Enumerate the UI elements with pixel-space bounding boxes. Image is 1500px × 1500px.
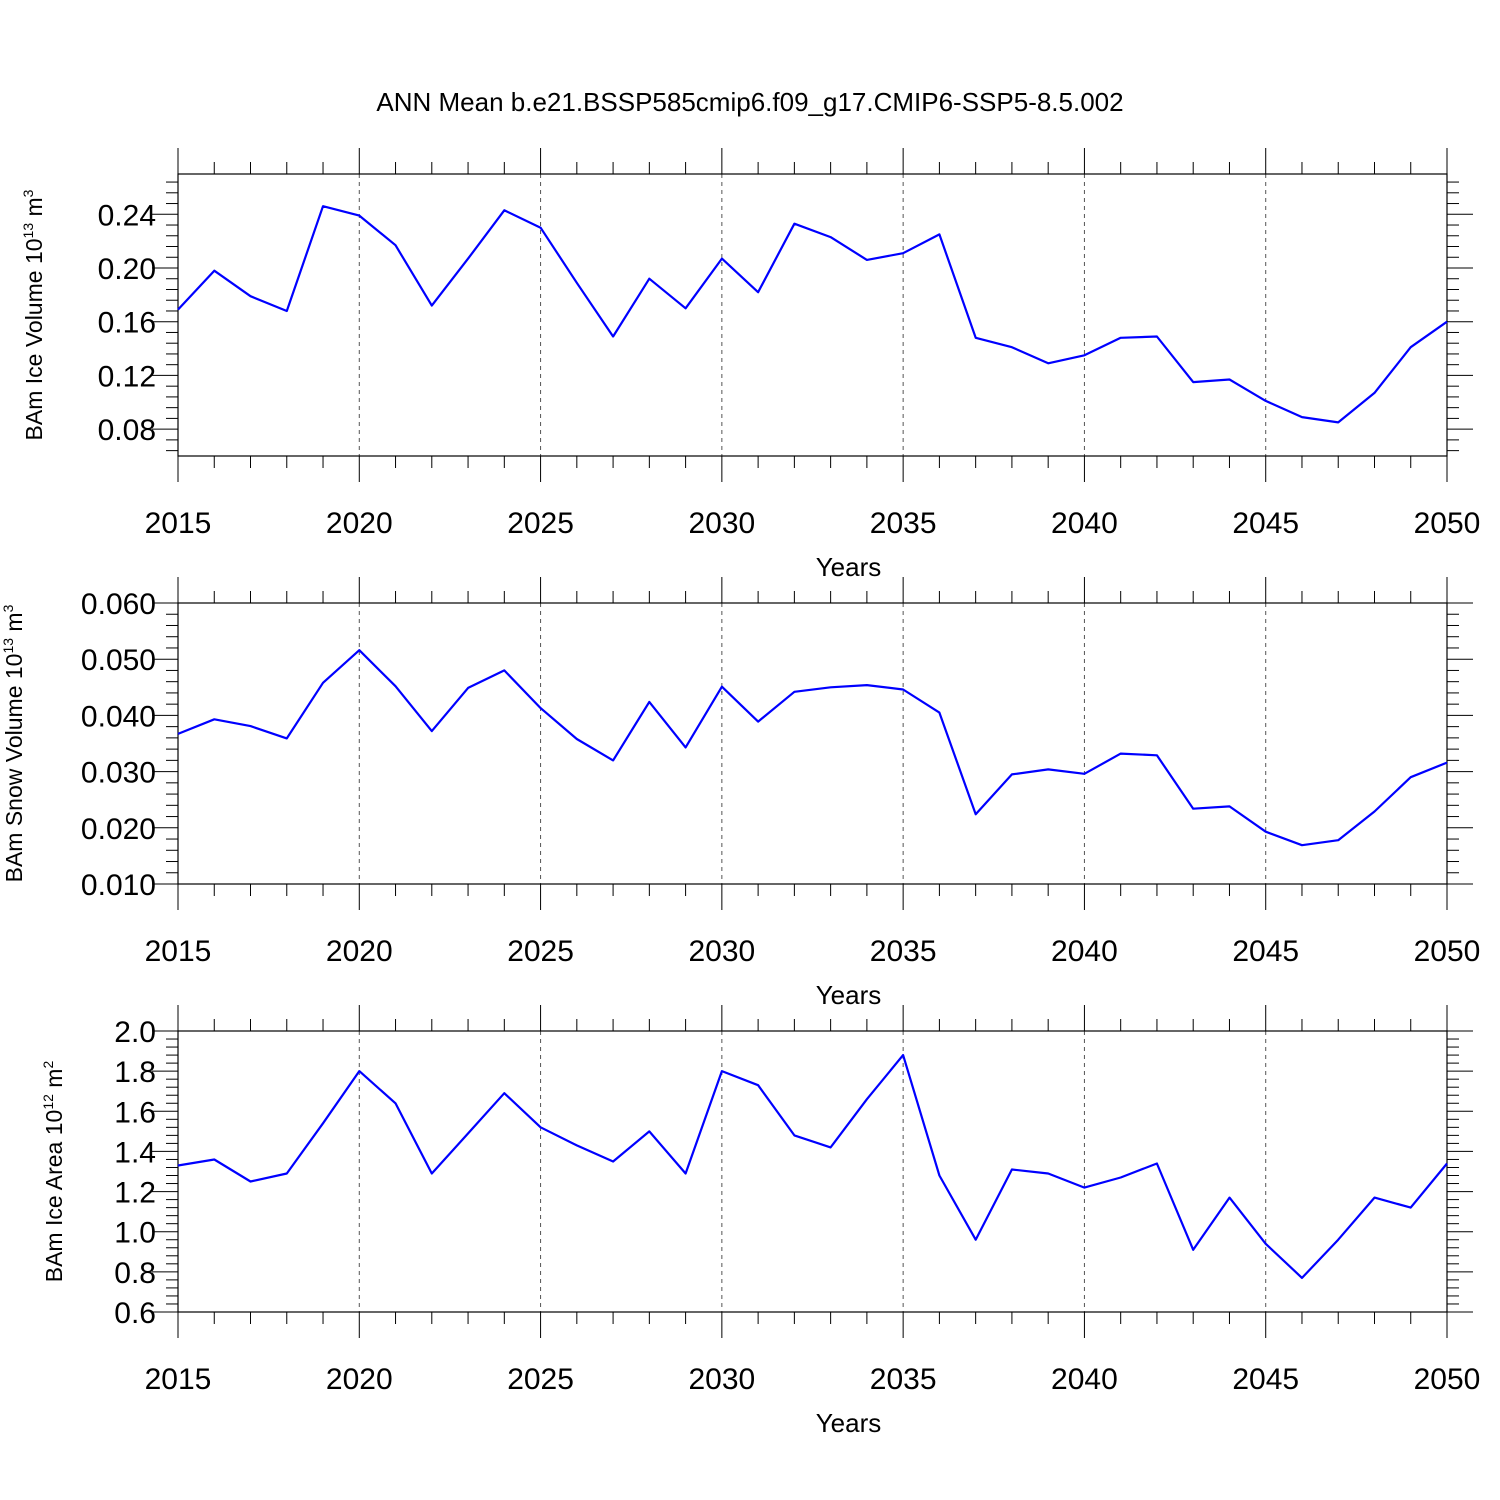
x-tick-label: 2040 xyxy=(1051,935,1118,968)
x-tick-label: 2030 xyxy=(688,1363,755,1396)
y-axis-label: BAm Ice Volume 1013 m3 xyxy=(20,189,47,440)
series-line xyxy=(177,1053,1448,1280)
y-axis-label: BAm Snow Volume 1013 m3 xyxy=(0,604,27,882)
panel-1: 0.08 0.12 0.16 0.20 0.24 2015 2020 2025 2030 2035… xyxy=(20,148,1480,582)
y-tick-label: 1.2 xyxy=(114,1177,156,1210)
y-tick-label: 0.020 xyxy=(81,813,156,846)
y-tick-label: 0.6 xyxy=(114,1297,156,1330)
y-tick-label: 1.4 xyxy=(114,1136,156,1169)
series-line xyxy=(177,205,1448,424)
x-tick-label: 2025 xyxy=(507,507,574,540)
y-tick-label: 1.6 xyxy=(114,1096,156,1129)
x-axis-label: Years xyxy=(816,552,882,582)
y-tick-label: 0.12 xyxy=(98,360,156,393)
x-tick-label: 2015 xyxy=(145,935,212,968)
x-tick-label: 2020 xyxy=(326,1363,393,1396)
plot-frame xyxy=(177,1030,1448,1313)
x-tick-label: 2015 xyxy=(145,1363,212,1396)
x-tick-label: 2020 xyxy=(326,935,393,968)
y-axis-label-text: BAm Ice Volume 10 xyxy=(21,238,47,440)
series-line xyxy=(177,649,1448,847)
y-tick-label: 1.8 xyxy=(114,1056,156,1089)
y-tick-label: 0.040 xyxy=(81,700,156,733)
x-tick-label: 2045 xyxy=(1232,507,1299,540)
y-tick-label: 0.8 xyxy=(114,1257,156,1290)
y-axis-label-superscript: 2 xyxy=(40,1061,56,1069)
y-tick-label: 0.060 xyxy=(81,588,156,621)
x-tick-label: 2045 xyxy=(1232,1363,1299,1396)
y-axis-label: BAm Ice Area 1012 m2 xyxy=(40,1061,67,1283)
y-axis-label-text: BAm Snow Volume 10 xyxy=(1,654,27,883)
x-axis-label: Years xyxy=(816,980,882,1010)
y-axis-label-text: m xyxy=(41,1069,67,1095)
y-tick-label: 0.24 xyxy=(98,199,156,232)
x-tick-label: 2050 xyxy=(1414,507,1481,540)
x-axis-label: Years xyxy=(816,1408,882,1438)
x-tick-label: 2025 xyxy=(507,935,574,968)
y-tick-label: 1.0 xyxy=(114,1217,156,1250)
y-axis-label-superscript: 13 xyxy=(0,638,16,654)
y-tick-label: 2.0 xyxy=(114,1016,156,1049)
x-tick-label: 2035 xyxy=(870,507,937,540)
panel-3: 0.6 0.8 1.0 1.2 1.4 1.6 1.8 2.0 2015 2020 2025 2030… xyxy=(40,1005,1480,1438)
y-tick-label: 0.16 xyxy=(98,307,156,340)
x-tick-label: 2030 xyxy=(688,507,755,540)
y-tick-label: 0.08 xyxy=(98,414,156,447)
y-axis-label-superscript: 3 xyxy=(20,189,36,197)
x-tick-label: 2045 xyxy=(1232,935,1299,968)
x-tick-label: 2035 xyxy=(870,1363,937,1396)
x-tick-label: 2050 xyxy=(1414,935,1481,968)
x-tick-label: 2020 xyxy=(326,507,393,540)
y-axis-label-superscript: 3 xyxy=(0,604,16,612)
y-tick-label: 0.20 xyxy=(98,253,156,286)
y-tick-label: 0.010 xyxy=(81,869,156,902)
x-tick-label: 2025 xyxy=(507,1363,574,1396)
y-axis-label-superscript: 13 xyxy=(20,223,36,239)
chart-title: ANN Mean b.e21.BSSP585cmip6.f09_g17.CMIP… xyxy=(376,87,1123,117)
x-tick-label: 2040 xyxy=(1051,507,1118,540)
x-tick-label: 2015 xyxy=(145,507,212,540)
y-axis-label-text: BAm Ice Area 10 xyxy=(41,1110,67,1283)
x-tick-label: 2030 xyxy=(688,935,755,968)
y-tick-label: 0.030 xyxy=(81,757,156,790)
plot-frame xyxy=(177,602,1448,885)
y-tick-label: 0.050 xyxy=(81,644,156,677)
x-tick-label: 2035 xyxy=(870,935,937,968)
y-axis-label-text: m xyxy=(1,612,27,638)
x-tick-label: 2040 xyxy=(1051,1363,1118,1396)
plot-frame xyxy=(177,173,1448,457)
x-tick-label: 2050 xyxy=(1414,1363,1481,1396)
panel-2: 0.010 0.020 0.030 0.040 0.050 0.060 2015 2020 20… xyxy=(0,577,1480,1010)
y-axis-label-text: m xyxy=(21,197,47,223)
y-axis-label-superscript: 12 xyxy=(40,1094,56,1110)
